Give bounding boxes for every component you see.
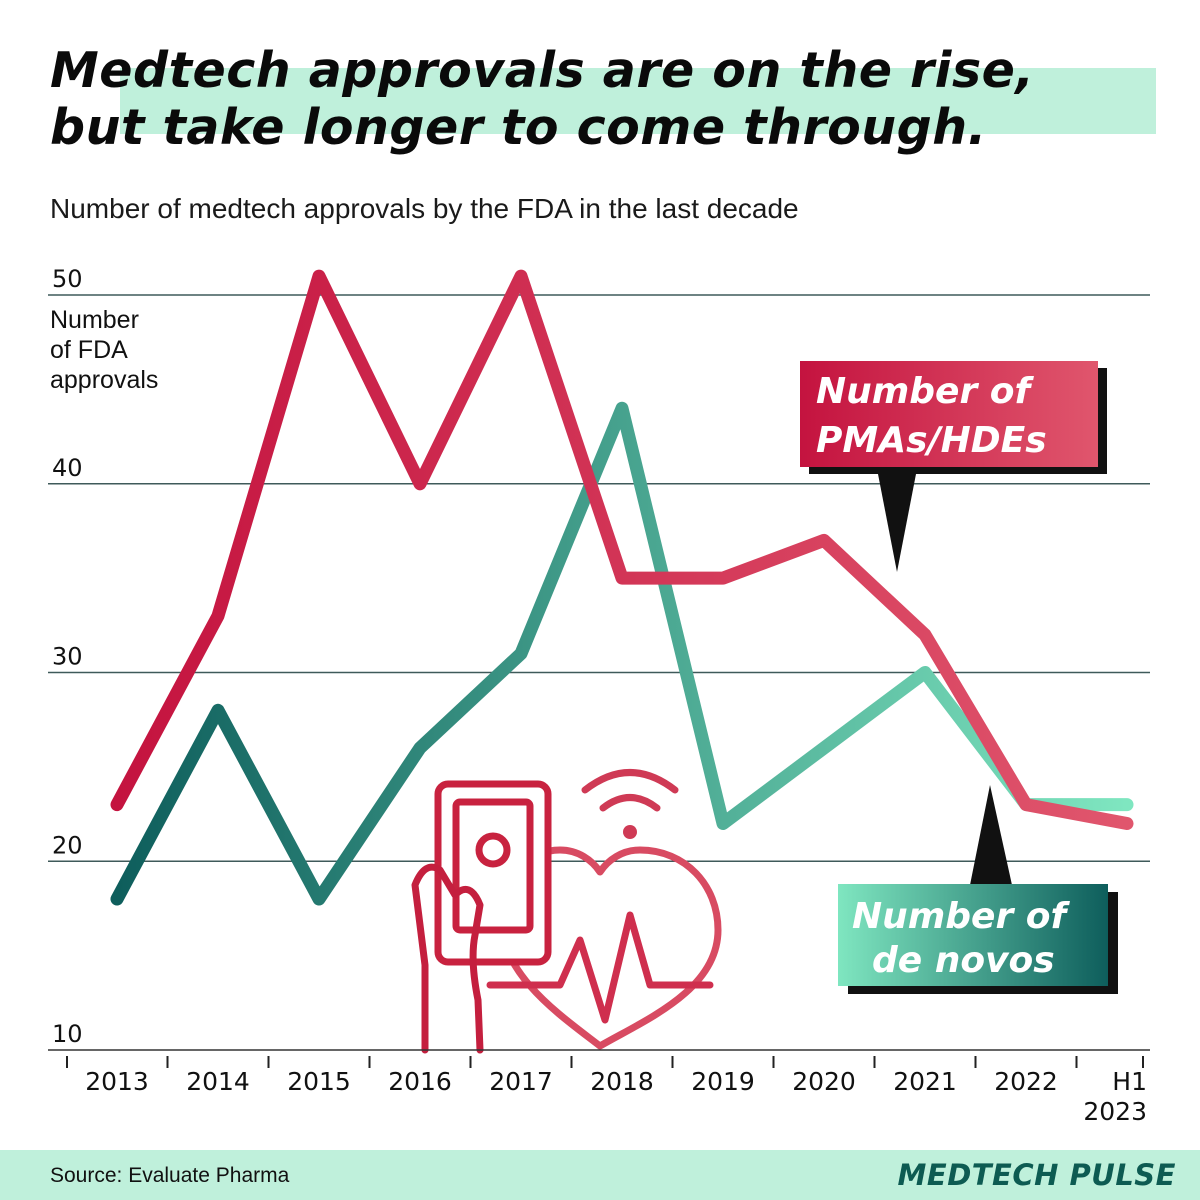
y-axis-label-line-3: approvals [50, 366, 158, 394]
x-tick-label-2019: 2019 [691, 1067, 755, 1096]
hand-icon [411, 863, 484, 1054]
x-tick-label-2016: 2016 [388, 1067, 452, 1096]
denovo-callout: Number of de novos [838, 785, 1118, 994]
title-highlight-band [120, 68, 1156, 134]
y-tick-label-10: 10 [52, 1020, 83, 1048]
y-tick-labels: 10 20 30 40 50 [52, 265, 83, 1048]
denovo-callout-line-1: Number of [852, 896, 1070, 937]
footer-band [0, 1150, 1200, 1200]
y-tick-label-50: 50 [52, 265, 83, 293]
y-tick-label-20: 20 [52, 831, 83, 859]
y-tick-label-30: 30 [52, 643, 83, 671]
source-note: Source: Evaluate Pharma [50, 1164, 290, 1187]
y-axis-label-line-2: of FDA [50, 336, 128, 364]
pma-callout-box [800, 361, 1098, 467]
denovo-callout-label: Number of de novos [852, 896, 1079, 981]
denovo-callout-pointer [970, 785, 1012, 885]
denovo-callout-box [838, 884, 1108, 986]
x-tick-label-2014: 2014 [186, 1067, 250, 1096]
y-tick-label-40: 40 [52, 454, 83, 482]
x-tick-label-h1-2023: H1 2023 [1083, 1067, 1147, 1126]
y-axis-label-line-1: Number [50, 306, 139, 334]
phone-heart-wifi-icon [411, 769, 722, 1054]
page-title: Medtech approvals are on the rise, but t… [50, 42, 1035, 156]
x-tick-label-2015: 2015 [287, 1067, 351, 1096]
brand-logo: MEDTECH PULSE [897, 1158, 1176, 1192]
pma-callout-pointer [878, 474, 916, 572]
heartbeat-line [486, 911, 714, 1024]
pma-callout-label: Number of PMAs/HDEs [816, 371, 1047, 461]
pma-callout: Number of PMAs/HDEs [800, 361, 1107, 572]
x-tick-label-2021: 2021 [893, 1067, 957, 1096]
y-axis-label: Number of FDA approvals [50, 306, 158, 394]
x-tick-label-2018: 2018 [590, 1067, 654, 1096]
x-tick-label-2017: 2017 [489, 1067, 553, 1096]
x-tick-marks [66, 1056, 1144, 1068]
series-lines [110, 269, 1134, 906]
title-line-1: Medtech approvals are on the rise, [50, 42, 1035, 99]
pma-callout-line-2: PMAs/HDEs [816, 420, 1047, 461]
series-line-de-novo [110, 401, 1134, 906]
grid-lines [48, 294, 1150, 862]
denovo-callout-line-2: de novos [872, 940, 1055, 981]
phone-icon [434, 780, 552, 966]
series-line-pma-hde [110, 269, 1134, 830]
wifi-icon [581, 769, 679, 839]
x-tick-label-2020: 2020 [792, 1067, 856, 1096]
pma-callout-line-1: Number of [816, 371, 1034, 412]
title-line-2: but take longer to come through. [50, 99, 987, 156]
x-tick-labels: 2013 2014 2015 2016 2017 2018 2019 2020 2021 2022… [85, 1067, 1147, 1126]
x-tick-label-2013: 2013 [85, 1067, 149, 1096]
x-tick-label-2022: 2022 [994, 1067, 1058, 1096]
chart-subtitle: Number of medtech approvals by the FDA i… [50, 193, 799, 224]
